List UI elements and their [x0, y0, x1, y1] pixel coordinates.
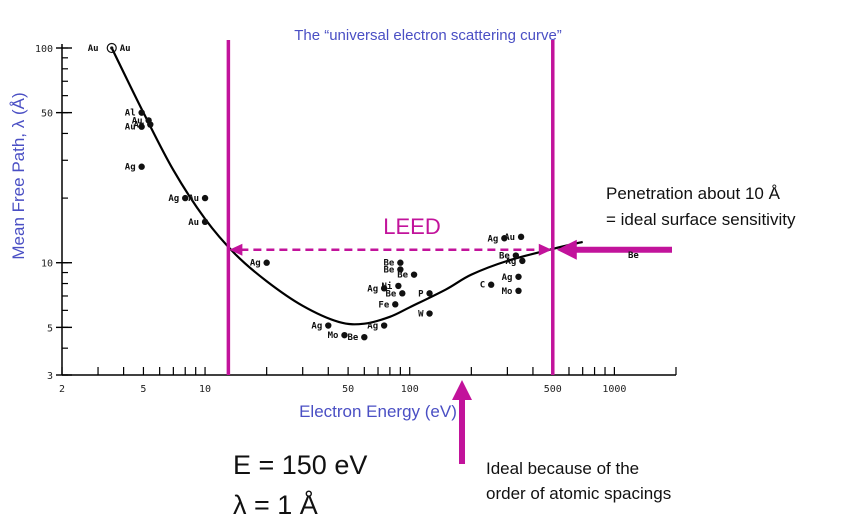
point-label: Au: [125, 123, 136, 133]
data-point: [325, 322, 332, 329]
data-point: [515, 287, 522, 295]
partial-label: Be: [628, 251, 639, 261]
point-label: C: [480, 281, 485, 291]
point-label: Fe: [378, 300, 389, 310]
point-label: Ag: [367, 322, 378, 332]
x-tick-label: 5: [140, 384, 146, 395]
leed-arrowhead-right: [538, 243, 552, 256]
point-label: Ni: [382, 281, 393, 292]
penetration-text-line2: = ideal surface sensitivity: [606, 210, 796, 229]
data-point: [399, 290, 406, 297]
data-point: [517, 233, 525, 241]
point-label: Be: [385, 289, 396, 299]
point-label: Ag: [250, 259, 261, 269]
point-label: Au: [132, 116, 143, 126]
tick-marks: 2 5 10 50 100 500 1000 3 5 10 50 100: [35, 44, 677, 395]
x-tick-label: 500: [544, 384, 562, 395]
leed-overlay: [226, 40, 672, 464]
y-axis-label: Mean Free Path, λ (Å): [9, 92, 28, 259]
x-tick-label: 100: [401, 384, 419, 395]
x-tick-label: 2: [59, 384, 65, 395]
point-label: W: [418, 310, 424, 320]
point-label: Be: [384, 265, 395, 275]
data-point: [392, 301, 399, 308]
data-point: [501, 235, 508, 242]
point-label: Au: [120, 44, 131, 54]
point-label: Au: [88, 44, 99, 54]
y-tick-label: 5: [47, 323, 53, 334]
y-tick-label: 10: [41, 259, 53, 270]
data-point: [138, 109, 145, 116]
energy-equation: E = 150 eV: [233, 450, 367, 480]
point-label: Au: [188, 218, 199, 228]
data-point: [201, 218, 209, 226]
x-tick-label: 50: [342, 384, 354, 395]
point-label: Ag: [502, 273, 513, 283]
penetration-arrowhead: [556, 239, 577, 260]
ideal-arrowhead: [452, 380, 472, 400]
data-point: [395, 282, 402, 290]
point-label: Ag: [367, 284, 378, 294]
y-tick-label: 100: [35, 44, 53, 55]
data-point: [512, 252, 520, 259]
leed-arrowhead-left: [229, 243, 243, 256]
penetration-text-line1: Penetration about 10 Å: [606, 184, 781, 203]
lambda-equation: λ = 1 Å: [233, 489, 318, 520]
data-point: [426, 290, 433, 297]
point-label: Ag: [133, 121, 144, 131]
point-label: Au: [504, 233, 515, 243]
leed-label: LEED: [383, 214, 440, 239]
data-point: [410, 271, 418, 278]
data-point: [147, 121, 154, 128]
point-label: Be: [397, 271, 408, 281]
scattering-curve: [110, 47, 583, 326]
x-tick-label: 10: [199, 384, 211, 395]
point-label: Be: [384, 259, 395, 269]
point-label: P: [418, 289, 424, 299]
point-label: Ag: [311, 322, 322, 332]
data-point: [380, 285, 388, 292]
point-label: Ag: [125, 163, 136, 173]
y-tick-label: 50: [41, 109, 53, 120]
data-point: [426, 310, 433, 317]
data-point: [361, 333, 368, 341]
data-point: [341, 331, 348, 339]
data-point: [138, 123, 145, 130]
data-point: [110, 46, 114, 50]
y-tick-label: 3: [47, 371, 53, 382]
point-label: Mo: [328, 331, 339, 341]
axes: [61, 44, 676, 376]
x-axis-label: Electron Energy (eV): [299, 402, 457, 421]
data-point: [519, 257, 526, 265]
data-point: [201, 194, 209, 202]
point-label: Ag: [168, 194, 179, 204]
point-label: Ag: [505, 257, 516, 267]
data-point: [182, 194, 189, 202]
ideal-text-line1: Ideal because of the: [486, 459, 639, 478]
ideal-text-line2: order of atomic spacings: [486, 484, 671, 503]
point-label: Mo: [502, 287, 513, 297]
data-point: [515, 273, 522, 280]
point-label: Be: [347, 333, 358, 343]
point-label: Al: [125, 109, 136, 119]
data-point: [263, 259, 270, 266]
data-point: [138, 163, 145, 170]
x-tick-label: 1000: [602, 384, 626, 395]
data-point: [380, 322, 388, 329]
data-point: [397, 259, 404, 266]
data-points: AuAuAlAuAuAgAgAgAuAuAgBeBeBeNiAgBePFeWAg…: [88, 42, 526, 343]
data-point: [397, 266, 404, 273]
chart-title: The “universal electron scattering curve…: [294, 27, 562, 44]
data-point: [487, 281, 495, 288]
point-label: Be: [499, 252, 510, 262]
point-label: Au: [188, 194, 199, 204]
circled-point-ring: [106, 42, 117, 54]
point-label: Ag: [488, 234, 499, 244]
curve-path: [110, 47, 583, 326]
